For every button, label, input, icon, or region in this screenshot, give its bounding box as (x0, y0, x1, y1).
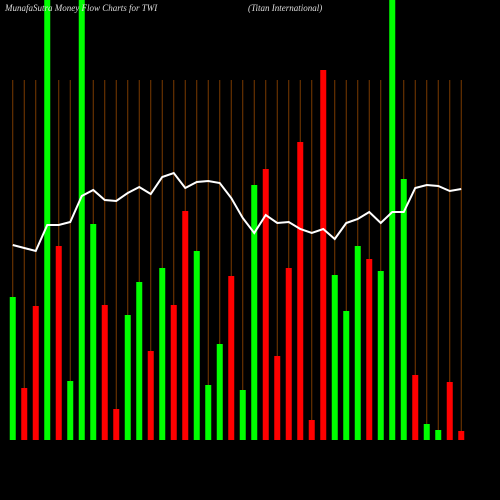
bar (331, 275, 338, 440)
bar (136, 282, 143, 440)
bar (9, 297, 16, 440)
chart-title: MunafaSutra Money Flow Charts for TWI (4, 3, 158, 13)
bar (285, 268, 292, 440)
bar (262, 169, 269, 440)
bar (55, 246, 62, 440)
bar (159, 268, 166, 440)
bar (147, 351, 154, 440)
bar (354, 246, 361, 440)
bar (193, 251, 200, 440)
bar (170, 305, 177, 440)
bar (67, 381, 74, 440)
bar (44, 0, 51, 440)
chart-subtitle: (Titan International) (248, 3, 322, 13)
bar (182, 211, 189, 440)
bar (124, 315, 131, 440)
bar (251, 185, 258, 440)
bar (228, 276, 235, 440)
bar (377, 271, 384, 440)
bar (113, 409, 120, 440)
bars (9, 0, 465, 440)
bar (412, 375, 419, 440)
bar (400, 179, 407, 440)
bar (101, 305, 108, 440)
bar (343, 311, 350, 440)
line-layer (12, 171, 462, 253)
bar (423, 424, 430, 440)
bar (216, 344, 223, 440)
bar (21, 388, 28, 440)
bar (308, 420, 315, 440)
bar (320, 70, 327, 440)
bar (205, 385, 212, 440)
bar (366, 259, 373, 440)
bar (297, 142, 304, 440)
bar (78, 0, 85, 440)
money-flow-line (12, 171, 462, 253)
bar (446, 382, 453, 440)
bar (274, 356, 281, 440)
bar (32, 306, 39, 440)
bar (90, 224, 97, 440)
bar (389, 0, 396, 440)
bar (458, 431, 465, 440)
bar (239, 390, 246, 440)
bar (435, 430, 442, 440)
